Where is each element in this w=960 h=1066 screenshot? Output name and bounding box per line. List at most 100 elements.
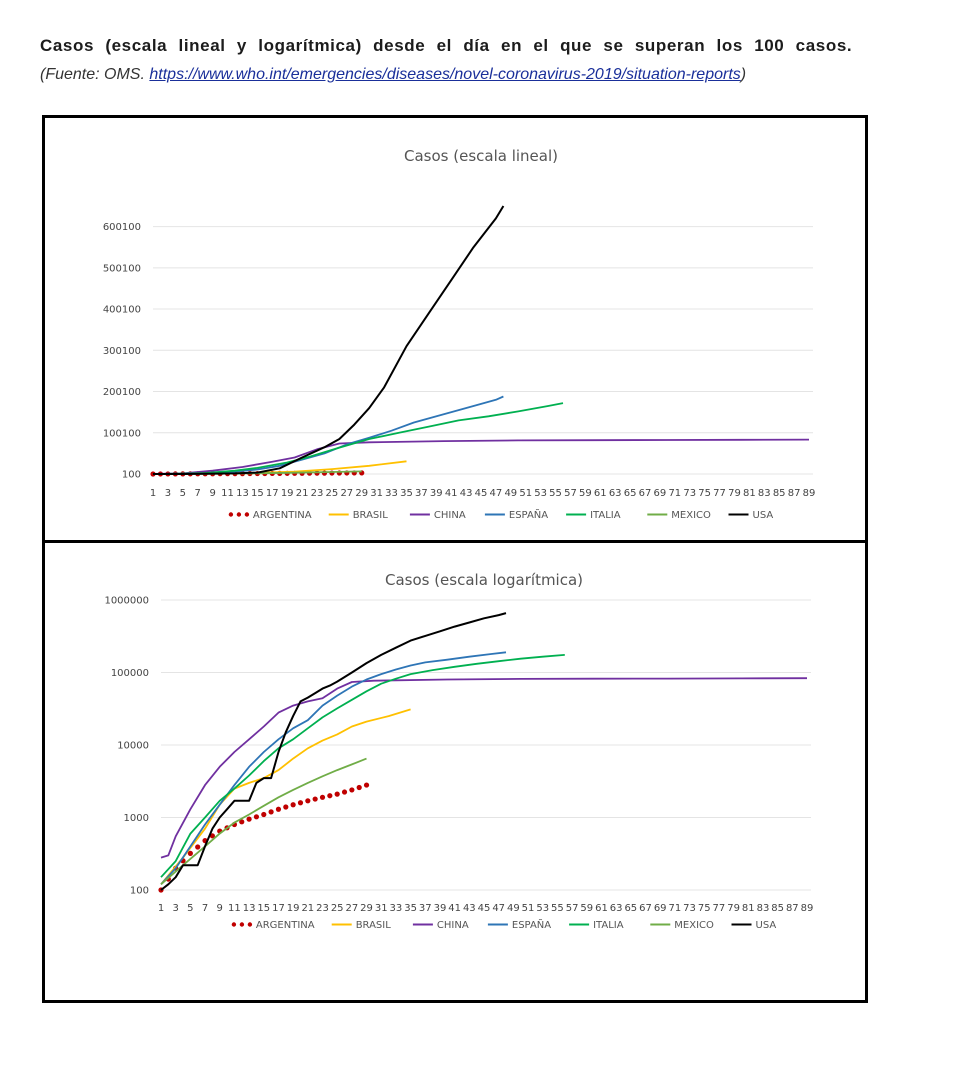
log-series-mexico [160,757,367,885]
linear-x-tick-label: 65 [624,488,637,499]
log-series-argentina [158,782,370,893]
linear-x-tick-label: 39 [430,488,443,499]
linear-x-tick-label: 41 [445,488,458,499]
linear-x-tick-label: 57 [564,488,577,499]
log-legend-item-italia: ITALIA [569,920,624,931]
log-x-tick-label: 65 [624,903,637,914]
log-x-tick-label: 3 [172,903,178,914]
charts-frame: Casos (escala lineal) 100 100100 200100 3001… [42,115,868,1003]
log-x-tick-label: 45 [478,903,491,914]
linear-x-tick-label: 9 [209,488,215,499]
log-x-tick-label: 31 [375,903,388,914]
chart-divider [45,540,865,543]
legend-label: ITALIA [593,920,624,931]
log-point-argentina [341,789,348,795]
source-link[interactable]: https://www.who.int/emergencies/diseases… [149,66,741,83]
log-x-tick-label: 85 [771,903,784,914]
log-x-tick-label: 27 [345,903,358,914]
source-suffix: ) [740,66,747,83]
log-series-italia [160,654,565,878]
log-legend-item-mexico: MEXICO [650,920,714,931]
linear-x-tick-label: 15 [251,488,264,499]
log-chart: Casos (escala logarítmica) 100 1000 10000 10… [104,571,814,931]
linear-y-tick-label: 500100 [103,263,141,274]
linear-x-tick-label: 51 [519,488,532,499]
linear-x-tick-label: 37 [415,488,428,499]
log-legend-item-espana: ESPAÑA [487,918,551,931]
log-x-tick-label: 19 [287,903,300,914]
log-point-argentina [297,800,304,806]
log-point-argentina [327,793,333,799]
linear-x-tick-label: 47 [490,488,503,499]
linear-x-tick-label: 23 [311,488,324,499]
log-x-tick-label: 77 [713,903,726,914]
log-x-tick-label: 81 [742,903,755,914]
log-chart-panel: Casos (escala logarítmica) 100 1000 10000 10… [45,543,865,1000]
log-x-tick-label: 9 [217,903,223,914]
linear-x-tick-label: 49 [504,488,517,499]
log-x-tick-label: 49 [507,903,520,914]
log-point-argentina [319,794,326,800]
linear-x-tick-label: 71 [668,488,681,499]
linear-legend-item-china: CHINA [409,510,466,521]
log-y-tick-label: 100000 [111,668,149,679]
linear-x-tick-label: 89 [803,488,816,499]
log-x-tick-label: 43 [463,903,476,914]
log-x-tick-label: 57 [566,903,579,914]
log-x-tick-label: 21 [301,903,314,914]
linear-x-tick-label: 77 [713,488,726,499]
linear-x-tick-label: 11 [221,488,234,499]
log-point-argentina [305,798,311,804]
log-point-argentina [349,787,355,793]
caption-title: Casos (escala lineal y logarítmica) desd… [40,36,853,55]
linear-y-tick-label: 400100 [103,305,141,316]
linear-x-tick-label: 35 [400,488,413,499]
log-x-tick-label: 59 [580,903,593,914]
linear-legend-item-argentina: ARGENTINA [228,510,312,521]
linear-legend-item-espana: ESPAÑA [484,508,548,521]
log-point-argentina [209,833,215,839]
linear-y-tick-label: 300100 [103,346,141,357]
log-legend-item-usa: USA [731,920,776,931]
legend-label: MEXICO [671,510,711,521]
linear-y-tick-label: 100 [122,470,141,481]
log-point-argentina [195,844,201,850]
log-point-argentina [275,806,282,812]
linear-x-tick-label: 53 [534,488,547,499]
log-x-tick-label: 51 [522,903,535,914]
legend-label: ESPAÑA [512,918,551,931]
linear-x-tick-label: 59 [579,488,592,499]
log-series-usa [160,612,507,891]
log-x-tick-label: 7 [202,903,208,914]
log-legend-item-brasil: BRASIL [331,920,392,931]
log-x-tick-label: 1 [158,903,164,914]
legend-label: ARGENTINA [256,920,315,931]
linear-x-tick-label: 63 [609,488,622,499]
log-x-tick-label: 13 [243,903,256,914]
log-x-tick-label: 89 [801,903,814,914]
linear-chart-panel: Casos (escala lineal) 100 100100 200100 3001… [45,118,865,540]
log-x-tick-label: 15 [257,903,270,914]
log-point-argentina [312,796,318,802]
legend-swatch [239,922,245,927]
log-x-tick-label: 63 [610,903,623,914]
linear-x-tick-label: 33 [385,488,398,499]
log-point-argentina [261,811,267,818]
log-y-tick-label: 10000 [117,741,149,752]
log-point-argentina [246,816,252,822]
legend-swatch [236,512,242,517]
log-point-argentina [290,802,296,808]
log-point-argentina [356,784,362,791]
linear-legend-item-mexico: MEXICO [647,510,711,521]
legend-label: BRASIL [356,920,392,931]
linear-series-italia [152,402,564,475]
legend-label: USA [753,510,774,521]
log-x-tick-label: 73 [683,903,696,914]
linear-x-tick-label: 67 [639,488,652,499]
linear-legend-item-usa: USA [728,510,774,521]
log-point-argentina [268,809,274,815]
legend-swatch [231,922,237,927]
legend-swatch [244,512,250,517]
log-x-tick-label: 87 [786,903,799,914]
log-y-tick-label: 1000 [124,813,149,824]
